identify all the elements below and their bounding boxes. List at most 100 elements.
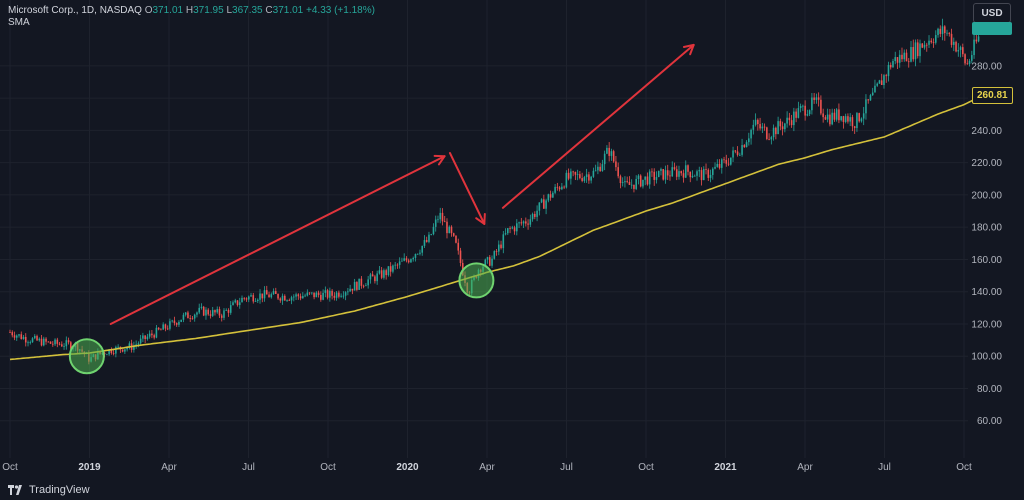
candle-body bbox=[324, 290, 327, 293]
candle-body bbox=[630, 184, 633, 186]
candle-body bbox=[567, 172, 570, 179]
candle-body bbox=[61, 344, 63, 347]
symbol-title[interactable]: Microsoft Corp., 1D, NASDAQ bbox=[8, 5, 142, 16]
candle-body bbox=[459, 250, 462, 263]
close-value: 371.01 bbox=[272, 5, 304, 16]
candle-body bbox=[284, 295, 286, 301]
candle-body bbox=[155, 327, 158, 338]
candle-body bbox=[736, 151, 739, 155]
candle-body bbox=[299, 296, 302, 299]
candle-body bbox=[385, 270, 387, 276]
candle-body bbox=[885, 75, 888, 77]
trend-arrow-head bbox=[682, 43, 695, 56]
candle-body bbox=[320, 294, 322, 300]
candle-body bbox=[358, 278, 360, 290]
time-axis[interactable]: Oct 2019 Apr Jul Oct 2020 Apr Jul Oct 2021 Apr Jul O… bbox=[2, 462, 972, 473]
candle-body bbox=[457, 242, 460, 251]
candle-body bbox=[563, 186, 565, 188]
candle-body bbox=[394, 264, 396, 266]
candle-body bbox=[835, 109, 838, 120]
candle-body bbox=[243, 297, 246, 299]
candle-body bbox=[311, 292, 313, 294]
indicator-label[interactable]: SMA bbox=[8, 17, 30, 28]
candle-body bbox=[642, 179, 644, 187]
candle-body bbox=[687, 165, 689, 172]
brand-name[interactable]: TradingView bbox=[29, 484, 90, 496]
sma-line bbox=[9, 97, 978, 361]
sma-price-tag: 260.81 bbox=[972, 87, 1013, 104]
candle-body bbox=[31, 338, 34, 343]
candle-body bbox=[106, 354, 108, 356]
candle-body bbox=[617, 167, 619, 177]
candle-body bbox=[407, 260, 410, 263]
candle-body bbox=[351, 288, 354, 291]
candle-body bbox=[547, 194, 550, 201]
trend-arrow-head bbox=[475, 212, 486, 225]
candle-body bbox=[360, 278, 363, 286]
candle-body bbox=[9, 332, 11, 333]
candle-body bbox=[252, 295, 255, 302]
price-chart[interactable]: 60.00 80.00 100.00 120.00 140.00 160.00 180.00… bbox=[0, 0, 1024, 480]
symbol-row: Microsoft Corp., 1D, NASDAQ O371.01 H371… bbox=[8, 5, 375, 17]
support-circle bbox=[68, 338, 105, 375]
price-axis[interactable]: 60.00 80.00 100.00 120.00 140.00 160.00 180.00… bbox=[971, 61, 1002, 427]
candle-body bbox=[277, 293, 279, 299]
candle-body bbox=[730, 157, 732, 165]
time-tick-label: 2019 bbox=[78, 462, 101, 473]
candle-body bbox=[777, 121, 779, 135]
time-tick-label: Apr bbox=[479, 462, 495, 473]
candle-body bbox=[928, 40, 930, 45]
candle-body bbox=[229, 305, 232, 313]
candle-body bbox=[410, 259, 412, 263]
candle-body bbox=[869, 95, 872, 101]
candle-body bbox=[270, 294, 273, 298]
candle-body bbox=[175, 323, 178, 325]
candle-body bbox=[369, 274, 372, 280]
candle-body bbox=[493, 251, 496, 259]
candle-body bbox=[293, 296, 295, 298]
candle-body bbox=[443, 221, 446, 223]
candle-body bbox=[901, 54, 903, 60]
candle-body bbox=[256, 299, 259, 302]
candle-body bbox=[948, 32, 951, 34]
candle-body bbox=[633, 184, 635, 189]
candle-body bbox=[973, 39, 975, 56]
candle-body bbox=[446, 221, 448, 234]
candle-body bbox=[272, 291, 275, 295]
currency-button[interactable]: USD bbox=[973, 3, 1011, 23]
candle-body bbox=[696, 171, 698, 176]
candle-body bbox=[811, 97, 813, 111]
candle-body bbox=[326, 290, 329, 298]
candle-body bbox=[896, 57, 899, 63]
tradingview-logo-icon[interactable] bbox=[8, 485, 24, 495]
candle-body bbox=[934, 35, 937, 43]
candle-body bbox=[430, 234, 433, 235]
candle-body bbox=[502, 234, 505, 249]
candle-body bbox=[322, 292, 324, 300]
candle-body bbox=[491, 258, 493, 266]
candle-body bbox=[27, 342, 29, 344]
candle-body bbox=[117, 346, 119, 348]
candle-body bbox=[115, 346, 117, 354]
candle-body bbox=[414, 253, 417, 258]
candle-body bbox=[702, 169, 705, 181]
candle-body bbox=[133, 345, 135, 350]
time-tick-label: Jul bbox=[560, 462, 573, 473]
candle-body bbox=[581, 178, 583, 181]
candle-body bbox=[531, 213, 534, 220]
candle-body bbox=[497, 244, 500, 252]
candle-body bbox=[380, 270, 383, 278]
candle-body bbox=[597, 166, 599, 171]
candle-body bbox=[860, 118, 863, 122]
candle-body bbox=[799, 106, 802, 109]
candle-body bbox=[739, 154, 741, 156]
candle-body bbox=[950, 33, 953, 45]
candle-body bbox=[955, 41, 957, 52]
candle-body bbox=[590, 176, 592, 181]
candle-body bbox=[682, 173, 685, 178]
candle-body bbox=[905, 52, 908, 62]
candle-body bbox=[306, 292, 309, 296]
trend-arrow-line bbox=[501, 43, 695, 209]
candle-body bbox=[977, 36, 980, 42]
candle-body bbox=[734, 150, 737, 152]
